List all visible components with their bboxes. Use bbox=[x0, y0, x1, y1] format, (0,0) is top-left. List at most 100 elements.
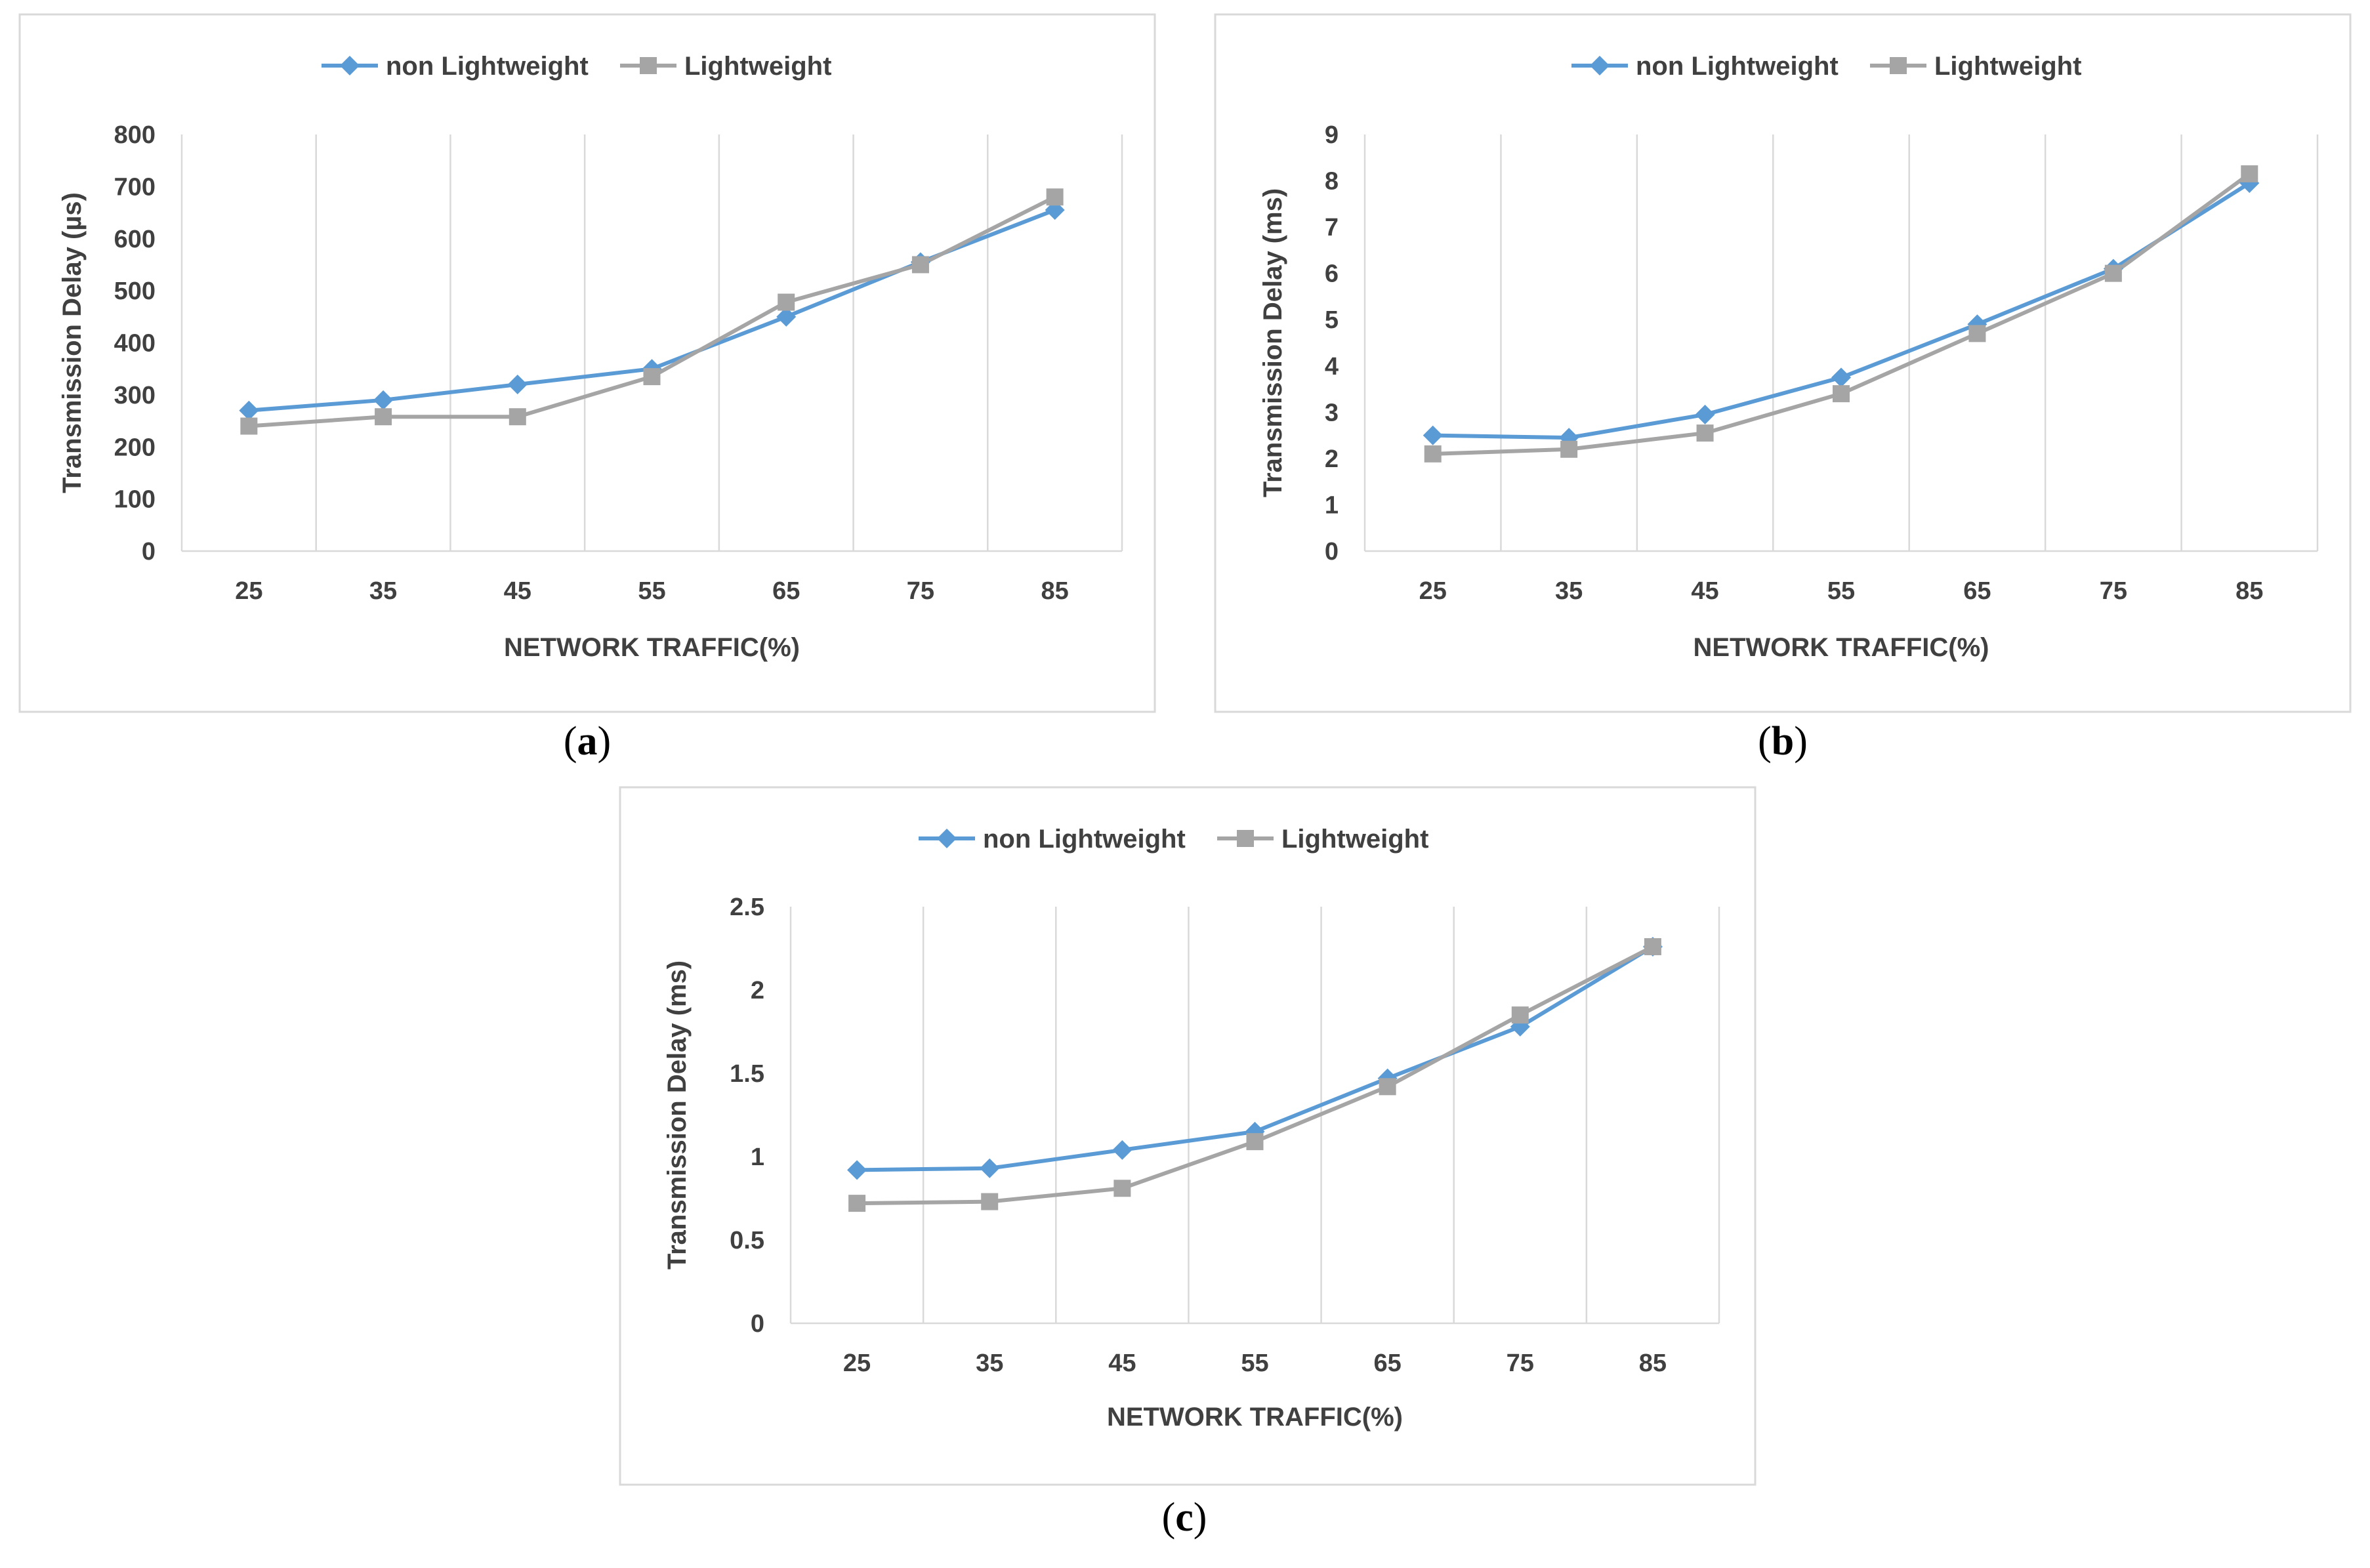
x-axis-label: NETWORK TRAFFIC(%) bbox=[504, 633, 800, 662]
lightweight-point bbox=[1644, 938, 1661, 955]
x-tick-label: 45 bbox=[504, 577, 531, 605]
x-tick-label: 25 bbox=[843, 1350, 871, 1377]
y-tick-label: 1 bbox=[751, 1144, 764, 1171]
non-lightweight-point bbox=[1831, 367, 1851, 388]
x-tick-label: 75 bbox=[2100, 577, 2127, 605]
y-tick-label: 7 bbox=[1325, 214, 1339, 241]
lightweight-point bbox=[509, 408, 526, 426]
y-tick-label: 0 bbox=[1325, 538, 1339, 566]
y-tick-label: 0 bbox=[751, 1310, 764, 1338]
x-tick-label: 85 bbox=[2235, 577, 2263, 605]
chart-c: 0 0.5 1 1.5 2 2.5 25 35 45 55 65 75 85 NETWORK TRAFFI… bbox=[619, 786, 1757, 1540]
y-tick-label: 0 bbox=[142, 538, 156, 566]
legend-item-lightweight: Lightweight bbox=[1217, 825, 1428, 854]
lightweight-point bbox=[981, 1193, 999, 1210]
y-axis-label: Transmission Delay (µs) bbox=[58, 192, 87, 493]
legend-label: Lightweight bbox=[1281, 825, 1428, 854]
x-axis-label: NETWORK TRAFFIC(%) bbox=[1107, 1403, 1403, 1432]
y-tick-label: 5 bbox=[1325, 306, 1339, 334]
legend-marker bbox=[1890, 57, 1907, 74]
y-tick-label: 700 bbox=[114, 173, 156, 201]
legend-item-lightweight: Lightweight bbox=[620, 52, 831, 81]
y-tick-label: 300 bbox=[114, 382, 156, 409]
legend-item-non-lightweight: non Lightweight bbox=[322, 52, 589, 81]
legend-marker bbox=[340, 56, 360, 75]
y-tick-label: 2.5 bbox=[730, 894, 764, 921]
x-tick-label: 65 bbox=[772, 577, 800, 605]
y-tick-label: 6 bbox=[1325, 260, 1339, 288]
y-tick-label: 3 bbox=[1325, 399, 1339, 426]
panel-caption: (a) bbox=[564, 719, 611, 764]
y-tick-label: 800 bbox=[114, 121, 156, 149]
legend-marker bbox=[640, 57, 657, 74]
y-axis-label: Transmission Delay (ms) bbox=[1258, 188, 1287, 497]
non-lightweight-point bbox=[507, 375, 528, 394]
x-tick-label: 85 bbox=[1041, 577, 1069, 605]
x-tick-label: 45 bbox=[1691, 577, 1718, 605]
x-tick-label: 75 bbox=[907, 577, 934, 605]
y-tick-label: 2 bbox=[1325, 445, 1339, 473]
lightweight-point bbox=[240, 417, 258, 435]
y-tick-label: 100 bbox=[114, 486, 156, 514]
non-lightweight-point bbox=[373, 390, 394, 410]
chart-frame bbox=[619, 786, 1757, 1486]
non-lightweight-point bbox=[239, 400, 259, 421]
x-tick-label: 35 bbox=[976, 1350, 1003, 1377]
legend-label: Lightweight bbox=[684, 52, 831, 81]
x-tick-label: 65 bbox=[1374, 1350, 1402, 1377]
y-tick-label: 200 bbox=[114, 434, 156, 461]
lightweight-point bbox=[1379, 1078, 1396, 1096]
y-tick-label: 2 bbox=[751, 977, 764, 1004]
lightweight-point bbox=[1696, 424, 1714, 442]
lightweight-point bbox=[1968, 325, 1986, 342]
lightweight-point bbox=[1113, 1180, 1131, 1197]
lightweight-point bbox=[1046, 188, 1064, 206]
lightweight-point bbox=[1560, 440, 1578, 458]
y-tick-label: 1.5 bbox=[730, 1060, 764, 1088]
chart-frame bbox=[18, 13, 1156, 713]
x-tick-label: 55 bbox=[638, 577, 665, 605]
legend-label: non Lightweight bbox=[1636, 52, 1839, 81]
lightweight-point bbox=[911, 256, 929, 274]
chart-a: 0 100 200 300 400 500 600 700 800 25 35 45 55 65 75 85 N… bbox=[18, 13, 1156, 764]
legend-marker bbox=[937, 829, 957, 848]
x-tick-label: 25 bbox=[1419, 577, 1447, 605]
x-tick-label: 65 bbox=[1963, 577, 1991, 605]
y-tick-label: 1 bbox=[1325, 491, 1339, 519]
lightweight-point bbox=[1833, 385, 1850, 403]
y-tick-label: 4 bbox=[1325, 353, 1339, 381]
non-lightweight-point bbox=[1112, 1140, 1133, 1160]
legend-marker bbox=[1590, 56, 1610, 75]
lightweight-point bbox=[1511, 1006, 1529, 1024]
y-axis-label: Transmission Delay (ms) bbox=[663, 960, 692, 1269]
y-tick-label: 9 bbox=[1325, 121, 1339, 149]
lightweight-point bbox=[1246, 1133, 1264, 1151]
lightweight-point bbox=[2241, 165, 2258, 182]
lightweight-point bbox=[2104, 264, 2122, 282]
legend-label: non Lightweight bbox=[983, 825, 1186, 854]
x-tick-label: 75 bbox=[1507, 1350, 1534, 1377]
non-lightweight-point bbox=[847, 1160, 867, 1180]
legend-label: Lightweight bbox=[1934, 52, 2081, 81]
non-lightweight-point bbox=[776, 306, 797, 327]
x-tick-label: 45 bbox=[1108, 1350, 1136, 1377]
lightweight-point bbox=[375, 408, 392, 426]
x-tick-label: 35 bbox=[1555, 577, 1583, 605]
lightweight-point bbox=[848, 1195, 866, 1212]
non-lightweight-point bbox=[980, 1158, 1000, 1178]
x-tick-label: 55 bbox=[1827, 577, 1855, 605]
y-tick-label: 400 bbox=[114, 330, 156, 358]
lightweight-point bbox=[643, 368, 661, 386]
x-tick-label: 35 bbox=[369, 577, 397, 605]
x-tick-label: 85 bbox=[1639, 1350, 1667, 1377]
legend-marker bbox=[1237, 830, 1254, 847]
legend-item-lightweight: Lightweight bbox=[1870, 52, 2081, 81]
non-lightweight-point bbox=[1695, 404, 1715, 424]
panel-caption: (b) bbox=[1758, 719, 1808, 764]
non-lightweight-point bbox=[1423, 425, 1443, 445]
lightweight-point bbox=[1424, 445, 1442, 463]
y-tick-label: 500 bbox=[114, 278, 156, 305]
chart-frame bbox=[1214, 13, 2352, 713]
